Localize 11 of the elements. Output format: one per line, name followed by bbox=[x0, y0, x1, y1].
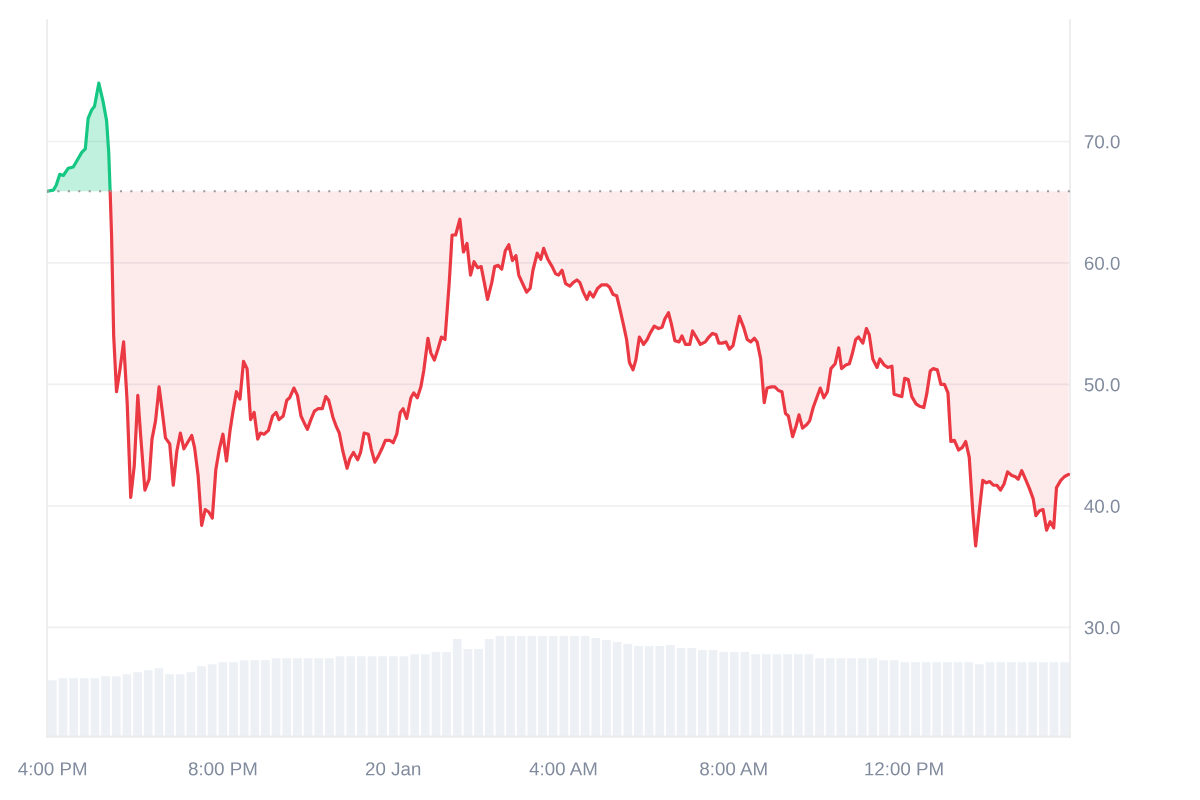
x-tick-label: 8:00 PM bbox=[188, 762, 257, 776]
y-tick-label: 30.0 bbox=[1084, 621, 1120, 635]
x-tick-label: 4:00 PM bbox=[18, 762, 87, 776]
x-tick-label: 8:00 AM bbox=[700, 762, 767, 776]
x-tick-label: 4:00 AM bbox=[529, 762, 597, 776]
x-tick-label: 12:00 PM bbox=[865, 762, 943, 776]
y-tick-label: 60.0 bbox=[1084, 256, 1120, 270]
y-tick-label: 50.0 bbox=[1084, 378, 1120, 392]
x-tick-label: 20 Jan bbox=[366, 762, 421, 776]
y-tick-label: 40.0 bbox=[1084, 499, 1120, 513]
y-tick-label: 70.0 bbox=[1084, 135, 1120, 149]
